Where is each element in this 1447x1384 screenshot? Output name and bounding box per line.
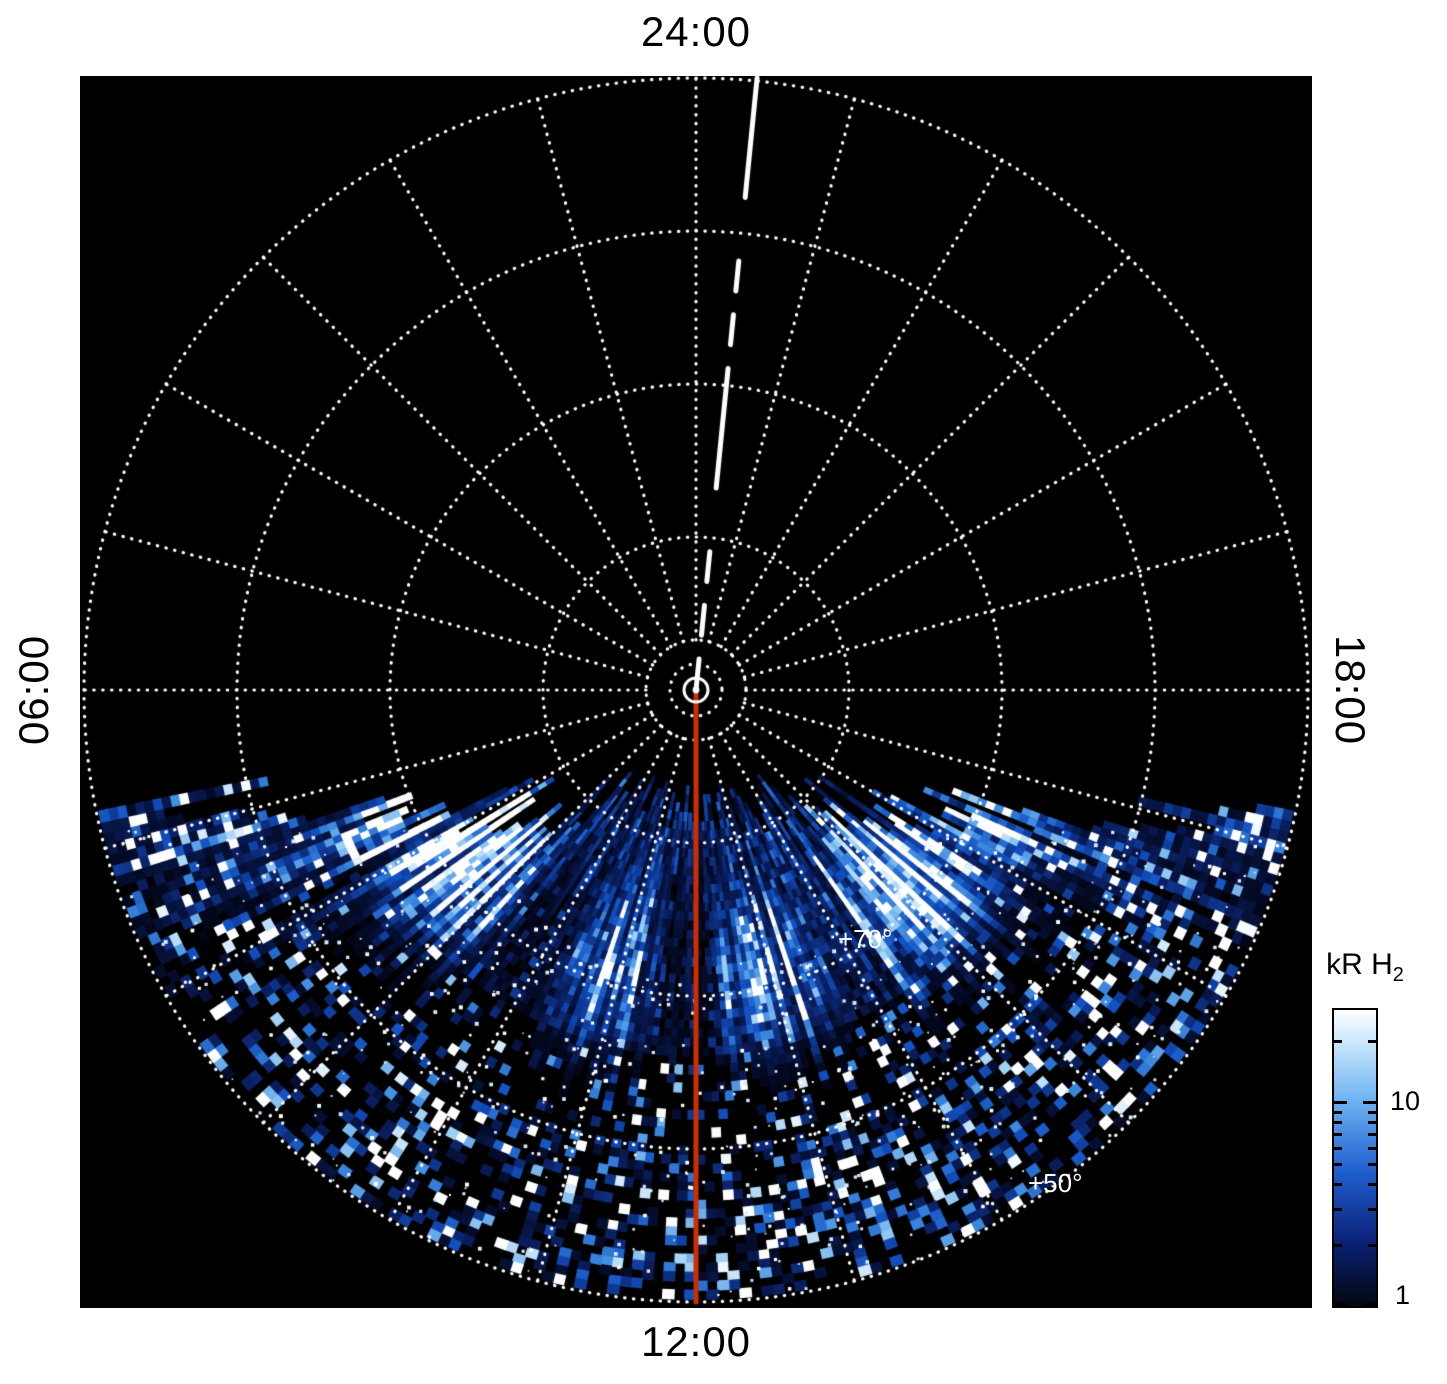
colorbar-tick-mark — [1363, 1101, 1376, 1104]
colorbar-tick-mark — [1334, 1183, 1342, 1186]
colorbar-tick-label-1: 1 — [1395, 1280, 1411, 1310]
colorbar-title-main: kR H — [1326, 948, 1393, 981]
colorbar-tick-mark — [1368, 1111, 1376, 1114]
colorbar — [1332, 1008, 1378, 1308]
colorbar-tick-mark — [1334, 1244, 1342, 1247]
colorbar-tick-mark — [1334, 1163, 1342, 1166]
colorbar-tick-mark — [1368, 1133, 1376, 1136]
hour-label-12: 12:00 — [640, 1318, 752, 1365]
hour-label-24: 24:00 — [640, 8, 752, 55]
colorbar-tick-mark — [1334, 1121, 1342, 1124]
colorbar-tick-mark — [1334, 1147, 1342, 1150]
colorbar-tick-mark — [1368, 1244, 1376, 1247]
polar-emission-canvas — [80, 76, 1312, 1308]
colorbar-tick-mark — [1368, 1040, 1376, 1043]
colorbar-tick-mark — [1334, 1111, 1342, 1114]
colorbar-tick-mark — [1368, 1183, 1376, 1186]
colorbar-tick-mark — [1334, 1101, 1347, 1104]
colorbar-tick-mark — [1368, 1208, 1376, 1211]
colorbar-tick-mark — [1334, 1040, 1342, 1043]
colorbar-tick-mark — [1334, 1208, 1342, 1211]
latitude-label-50: +50° — [1028, 1168, 1083, 1198]
colorbar-tick-mark — [1363, 1303, 1376, 1306]
colorbar-title-sub: 2 — [1392, 964, 1404, 986]
colorbar-tick-mark — [1334, 1303, 1347, 1306]
colorbar-tick-label-10: 10 — [1390, 1086, 1421, 1116]
colorbar-tick-mark — [1368, 1121, 1376, 1124]
colorbar-title: kR H2 — [1295, 948, 1435, 987]
colorbar-tick-mark — [1334, 1133, 1342, 1136]
colorbar-tick-mark — [1368, 1147, 1376, 1150]
hour-label-06: 06:00 — [10, 634, 57, 746]
latitude-label-70: +70° — [838, 924, 893, 954]
colorbar-tick-mark — [1368, 1163, 1376, 1166]
hour-label-18: 18:00 — [1327, 634, 1374, 746]
polar-plot: +70° +50° — [80, 76, 1312, 1308]
colorbar-gradient — [1334, 1010, 1376, 1306]
